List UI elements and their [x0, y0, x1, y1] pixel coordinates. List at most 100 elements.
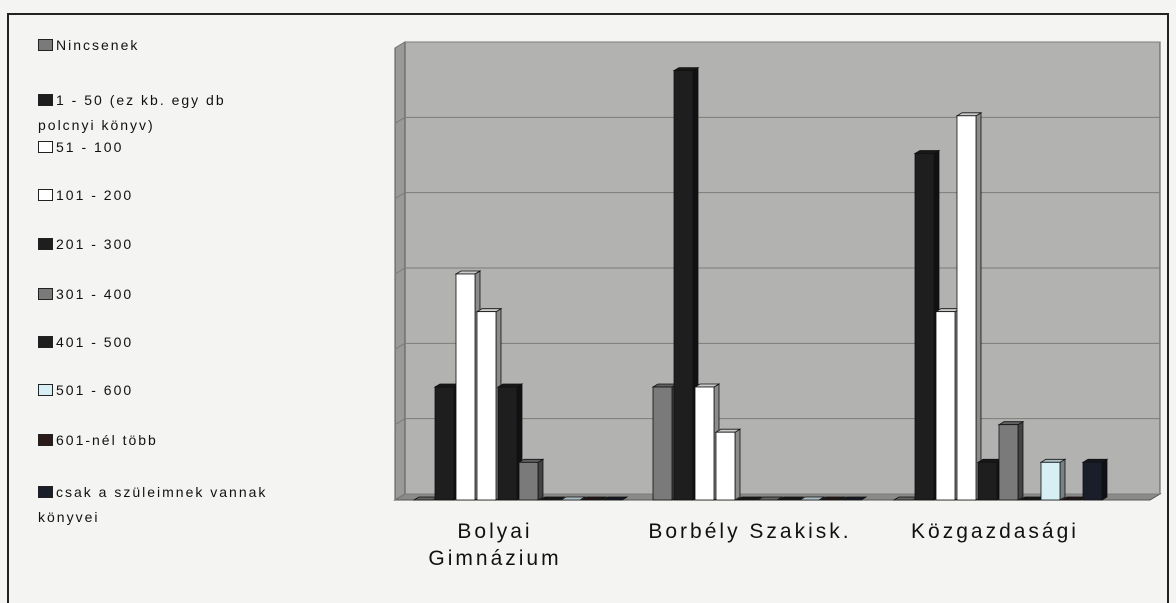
bar-top: [580, 496, 608, 501]
bar-top: [913, 150, 941, 154]
legend-label: 101 - 200: [56, 187, 134, 203]
bar-top: [997, 421, 1025, 426]
bar: [538, 496, 566, 501]
bar-side: [975, 112, 982, 501]
grid-line-side: [394, 116, 406, 124]
legend-item: 101 - 200: [38, 183, 328, 208]
bar-top: [777, 496, 805, 501]
bar-top: [517, 458, 545, 463]
bar: [997, 420, 1025, 501]
legend-item: 51 - 100: [38, 135, 328, 160]
legend-item: 501 - 600: [38, 378, 328, 403]
bar: [714, 428, 742, 501]
x-tick-label: Borbély Szakisk.: [648, 520, 852, 543]
legend-item: 1 - 50 (ez kb. egy db polcnyi könyv): [38, 88, 268, 138]
bar-side: [1017, 420, 1024, 501]
legend-swatch: [38, 39, 53, 51]
bar-front: [1082, 461, 1103, 501]
bar-top: [1018, 496, 1046, 501]
bar: [735, 496, 763, 501]
bar-top: [601, 496, 629, 501]
bar: [798, 496, 826, 501]
bar: [496, 383, 524, 501]
legend-swatch: [38, 141, 53, 153]
bar-top: [651, 383, 679, 388]
bar-side: [1101, 458, 1108, 501]
bar-front: [455, 273, 476, 501]
bar-top: [693, 383, 721, 388]
bar-front: [715, 431, 736, 501]
bar-front: [914, 153, 935, 501]
bar-top: [955, 112, 983, 117]
bar-top: [798, 496, 826, 501]
bar-front: [977, 461, 998, 501]
bar: [819, 496, 847, 501]
legend-swatch: [38, 486, 53, 498]
bar-top: [934, 308, 962, 313]
bar-front: [673, 70, 694, 501]
bar-top: [756, 496, 784, 501]
bar: [517, 458, 545, 501]
bar-side: [1059, 458, 1066, 501]
bar-front: [935, 311, 956, 501]
legend-label: 601-nél több: [56, 432, 158, 448]
bar: [412, 496, 440, 501]
legend-item: 301 - 400: [38, 282, 328, 307]
bar-top: [735, 496, 763, 501]
bar-top: [559, 496, 587, 501]
bar: [777, 496, 805, 501]
bar: [892, 496, 920, 501]
bar-front: [998, 424, 1019, 501]
bar: [693, 383, 721, 501]
bar: [651, 383, 679, 501]
bar-front: [652, 386, 673, 501]
legend-item: Nincsenek: [38, 33, 328, 58]
bar-top: [976, 458, 1004, 463]
bar-top: [412, 496, 440, 501]
bar-front: [518, 461, 539, 501]
legend-swatch: [38, 238, 53, 250]
legend-item: 401 - 500: [38, 330, 328, 355]
bar-top: [454, 270, 482, 275]
bar-top: [1081, 458, 1109, 463]
bar: [559, 496, 587, 501]
grid-line-side: [394, 41, 406, 49]
legend-item: 201 - 300: [38, 232, 328, 257]
bar: [580, 496, 608, 501]
legend-label: 401 - 500: [56, 334, 134, 350]
bar-side: [537, 458, 544, 501]
bar-top: [1060, 496, 1088, 501]
legend-swatch: [38, 336, 53, 348]
legend-label: 1 - 50 (ez kb. egy db polcnyi könyv): [38, 92, 226, 133]
bar-front: [476, 311, 497, 501]
legend-item: csak a szüleimnek vannak könyvei: [38, 480, 268, 530]
x-tick-label: Bolyai Gimnázium: [428, 520, 562, 570]
grid-line-side: [394, 493, 406, 501]
bar: [756, 496, 784, 501]
bar-front: [956, 115, 977, 501]
legend-label: csak a szüleimnek vannak könyvei: [38, 484, 268, 525]
frame: [7, 13, 1169, 603]
bar: [1081, 458, 1109, 501]
grid-line-side: [394, 418, 406, 426]
bar-top: [892, 496, 920, 501]
bar-top: [840, 496, 868, 501]
bar: [454, 270, 482, 501]
bar-top: [819, 496, 847, 501]
bar-top: [433, 383, 461, 388]
bar-top: [1039, 458, 1067, 463]
bar: [1039, 458, 1067, 501]
bar-front: [694, 386, 715, 501]
legend-item: 601-nél több: [38, 428, 328, 453]
bar-front: [497, 386, 518, 501]
bar: [1060, 496, 1088, 501]
bar: [955, 112, 983, 501]
legend-swatch: [38, 384, 53, 396]
bar: [1018, 496, 1046, 501]
bar: [672, 66, 700, 501]
grid-line-side: [394, 267, 406, 275]
bar-front: [1040, 461, 1061, 501]
bar: [601, 496, 629, 501]
